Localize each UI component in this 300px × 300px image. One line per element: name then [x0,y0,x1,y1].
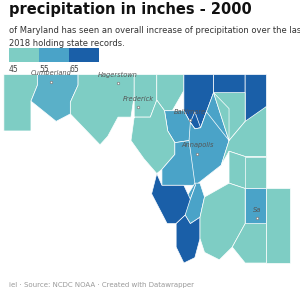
Polygon shape [184,74,214,129]
Polygon shape [185,183,205,224]
Polygon shape [131,100,175,174]
Polygon shape [70,74,134,145]
Polygon shape [232,224,266,263]
Polygon shape [229,151,266,188]
Bar [69,48,99,62]
Bar [9,48,39,62]
Text: precipitation in inches - 2000: precipitation in inches - 2000 [9,2,252,17]
Text: Annapolis: Annapolis [181,142,214,148]
Text: 45: 45 [9,65,19,74]
Text: Frederick: Frederick [122,96,154,102]
Text: Baltimore: Baltimore [173,109,206,115]
Polygon shape [245,157,266,188]
Bar [39,48,69,62]
Polygon shape [185,112,229,199]
Polygon shape [134,74,157,117]
Polygon shape [31,74,78,122]
Polygon shape [152,174,190,224]
Text: Sa: Sa [253,207,262,213]
Text: 55: 55 [39,65,49,74]
Polygon shape [214,93,245,140]
Polygon shape [214,93,266,165]
Polygon shape [190,112,201,129]
Polygon shape [176,215,200,263]
Polygon shape [164,111,195,143]
Text: iel · Source: NCDC NOAA · Created with Datawrapper: iel · Source: NCDC NOAA · Created with D… [9,282,194,288]
Polygon shape [245,74,266,122]
Polygon shape [162,93,229,185]
Polygon shape [200,183,245,260]
Polygon shape [4,74,38,131]
Polygon shape [157,74,184,111]
Text: of Maryland has seen an overall increase of precipitation over the last 20 year: of Maryland has seen an overall increase… [9,26,300,35]
Polygon shape [266,188,290,263]
Text: Hagerstown: Hagerstown [98,71,138,78]
Text: 2018 holding state records.: 2018 holding state records. [9,39,125,48]
Text: Cumberland: Cumberland [30,70,71,76]
Text: 65: 65 [69,65,79,74]
Polygon shape [214,74,245,109]
Polygon shape [245,188,266,224]
